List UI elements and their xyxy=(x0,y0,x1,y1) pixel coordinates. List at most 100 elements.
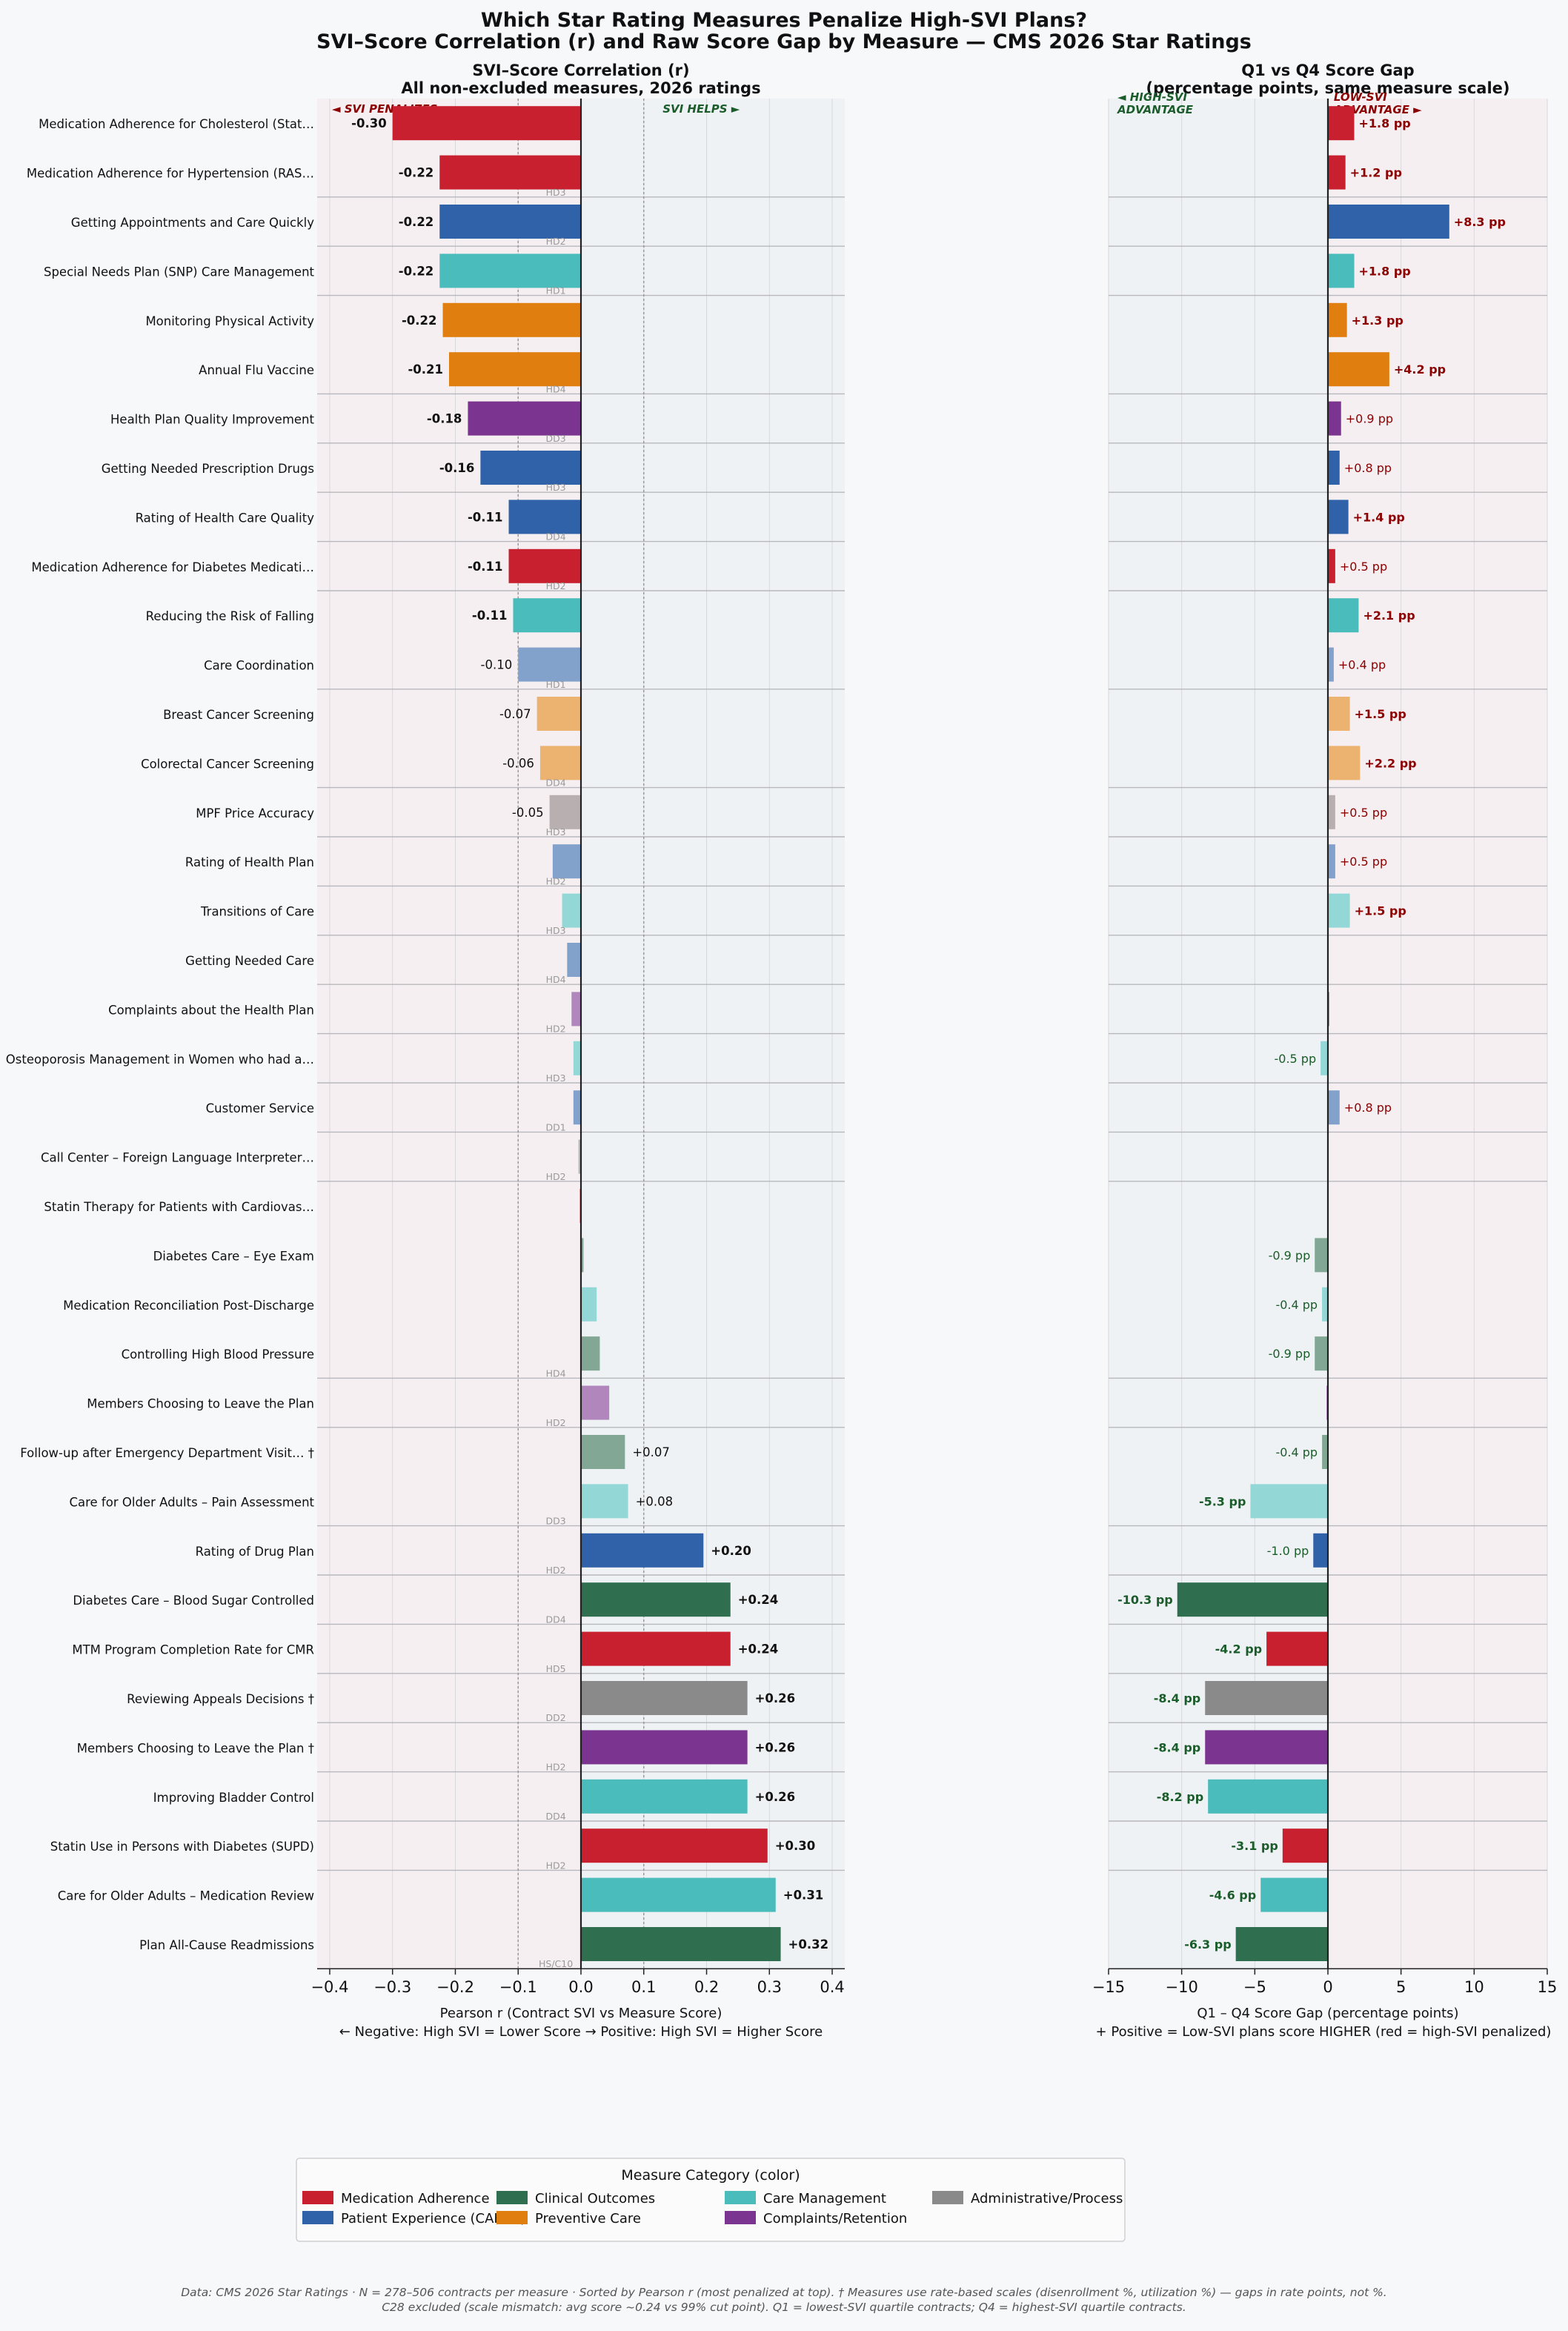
left-x-tick-label: 0.0 xyxy=(568,1978,593,1996)
correlation-value-label: +0.26 xyxy=(755,1790,796,1804)
measure-row: Health Plan Quality Improvement -0.18 +0.9… xyxy=(110,401,1393,444)
left-annotation-helps: SVI HELPS ► xyxy=(662,102,740,116)
gap-value-label: -1.0 pp xyxy=(1267,1544,1309,1558)
gap-value-label: -6.3 pp xyxy=(1184,1937,1231,1952)
legend: Measure Category (color) Medication Adher… xyxy=(296,2158,1126,2242)
measure-label: Colorectal Cancer Screening xyxy=(141,757,314,771)
measure-row: Care for Older Adults – Medication Revie… xyxy=(58,1877,1328,1912)
gap-value-label: -0.9 pp xyxy=(1269,1248,1311,1262)
domain-label: HD1 xyxy=(546,679,566,690)
correlation-value-label: -0.22 xyxy=(399,166,434,180)
right-x-tick-label: 5 xyxy=(1396,1978,1406,1996)
left-panel-title: SVI–Score Correlation (r) xyxy=(472,62,689,79)
right-annotation-high-svi-2: ADVANTAGE xyxy=(1117,103,1194,116)
left-x-tick-label: −0.4 xyxy=(310,1978,348,1996)
domain-label: HD3 xyxy=(546,925,566,936)
gap-value-label: +0.5 pp xyxy=(1340,855,1387,869)
correlation-value-label: -0.11 xyxy=(472,609,508,623)
footnote-line-1: Data: CMS 2026 Star Ratings · N = 278–50… xyxy=(181,2286,1386,2299)
measure-row: Diabetes Care – Blood Sugar Controlled +0… xyxy=(73,1582,1328,1625)
gap-bar xyxy=(1177,1582,1328,1617)
correlation-bar xyxy=(439,253,581,288)
correlation-value-label: +0.24 xyxy=(738,1642,779,1657)
measure-row: Rating of Drug Plan +0.20 -1.0 pp HD2 xyxy=(196,1533,1328,1576)
domain-label: HD2 xyxy=(546,1024,566,1035)
measure-row: Statin Use in Persons with Diabetes (SUP… xyxy=(50,1828,1328,1871)
correlation-bar xyxy=(552,844,581,879)
measure-label: Rating of Drug Plan xyxy=(196,1545,314,1559)
gap-bar xyxy=(1328,500,1349,534)
legend-item-label: Clinical Outcomes xyxy=(535,2191,655,2206)
gap-bar xyxy=(1328,106,1355,141)
domain-label: HD4 xyxy=(546,974,566,985)
legend-item-label: Complaints/Retention xyxy=(763,2211,907,2226)
domain-label: HD4 xyxy=(546,383,566,394)
measure-row: Medication Adherence for Cholesterol (St… xyxy=(39,106,1411,141)
legend-item-label: Care Management xyxy=(763,2191,886,2206)
gap-bar xyxy=(1328,155,1346,190)
measure-row: Plan All-Cause Readmissions +0.32 -6.3 pp H… xyxy=(139,1927,1328,1969)
measure-label: Care Coordination xyxy=(204,659,314,673)
correlation-value-label: -0.11 xyxy=(468,560,503,574)
domain-label: HD2 xyxy=(546,1417,566,1428)
correlation-value-label: -0.21 xyxy=(408,362,443,377)
correlation-value-label: -0.22 xyxy=(399,215,434,229)
measure-row: Rating of Health Care Quality -0.11 +1.4 p… xyxy=(136,500,1405,543)
gap-bar xyxy=(1328,893,1350,928)
measure-label: Controlling High Blood Pressure xyxy=(122,1347,314,1362)
measure-row: Monitoring Physical Activity -0.22 +1.3 pp xyxy=(145,302,1403,337)
gap-bar xyxy=(1328,746,1361,780)
measure-row: Customer Service +0.8 pp DD1 xyxy=(206,1090,1392,1133)
gap-bar xyxy=(1328,1090,1340,1125)
measure-row: Rating of Health Plan +0.5 pp HD2 xyxy=(185,844,1387,886)
measure-row: Care for Older Adults – Pain Assessment +… xyxy=(69,1484,1328,1527)
correlation-bar xyxy=(449,352,581,387)
left-x-tick-label: 0.2 xyxy=(694,1978,719,1996)
domain-label: HD3 xyxy=(546,1072,566,1084)
gap-value-label: -0.9 pp xyxy=(1269,1347,1311,1361)
gap-bar xyxy=(1313,1533,1328,1568)
domain-label: HD2 xyxy=(546,1171,566,1182)
gap-value-label: -4.2 pp xyxy=(1215,1642,1262,1657)
measure-label: Medication Adherence for Hypertension (R… xyxy=(27,167,314,181)
gap-bar xyxy=(1320,1041,1328,1075)
correlation-value-label: -0.30 xyxy=(351,116,387,130)
correlation-bar xyxy=(468,401,581,436)
gap-value-label: +2.2 pp xyxy=(1364,756,1416,770)
footnote-line-2: C28 excluded (scale mismatch: avg score … xyxy=(382,2301,1186,2314)
correlation-bar xyxy=(581,1484,628,1519)
legend-title: Measure Category (color) xyxy=(621,2167,800,2184)
gap-value-label: -5.3 pp xyxy=(1199,1494,1246,1508)
correlation-bar xyxy=(571,992,581,1027)
legend-swatch xyxy=(496,2191,528,2204)
correlation-bar xyxy=(578,1139,581,1174)
legend-swatch xyxy=(725,2191,756,2204)
measure-row: Getting Needed Care HD4 xyxy=(185,943,581,985)
correlation-value-label: +0.20 xyxy=(711,1544,751,1558)
gap-bar xyxy=(1208,1779,1328,1814)
measure-label: Getting Needed Prescription Drugs xyxy=(102,462,314,476)
correlation-bar xyxy=(439,155,581,190)
domain-label: HD2 xyxy=(546,236,566,247)
legend-item-label: Administrative/Process xyxy=(971,2191,1123,2206)
measure-label: Rating of Health Care Quality xyxy=(136,511,315,525)
left-panel-subtitle: All non-excluded measures, 2026 ratings xyxy=(401,79,760,97)
measure-row: Colorectal Cancer Screening -0.06 +2.2 pp D… xyxy=(141,746,1417,789)
measure-row: Annual Flu Vaccine -0.21 +4.2 pp HD4 xyxy=(199,352,1446,394)
domain-label: DD3 xyxy=(545,1516,565,1527)
gap-bar xyxy=(1250,1484,1328,1519)
gap-value-label: -3.1 pp xyxy=(1231,1839,1278,1853)
gap-value-label: +1.3 pp xyxy=(1352,314,1403,328)
correlation-bar xyxy=(573,1090,581,1125)
measure-row: Medication Adherence for Diabetes Medica… xyxy=(31,548,1387,591)
measure-label: Reducing the Risk of Falling xyxy=(146,609,314,623)
legend-swatch xyxy=(496,2211,528,2224)
gap-value-label: +0.5 pp xyxy=(1340,560,1387,574)
measure-row: Medication Adherence for Hypertension (R… xyxy=(27,155,1402,198)
measure-row: Getting Needed Prescription Drugs -0.16 +0… xyxy=(102,451,1392,493)
left-x-tick-label: 0.4 xyxy=(820,1978,844,1996)
measure-label: Diabetes Care – Eye Exam xyxy=(153,1249,314,1263)
correlation-bar xyxy=(508,500,581,534)
measure-label: MTM Program Completion Rate for CMR xyxy=(72,1643,314,1657)
